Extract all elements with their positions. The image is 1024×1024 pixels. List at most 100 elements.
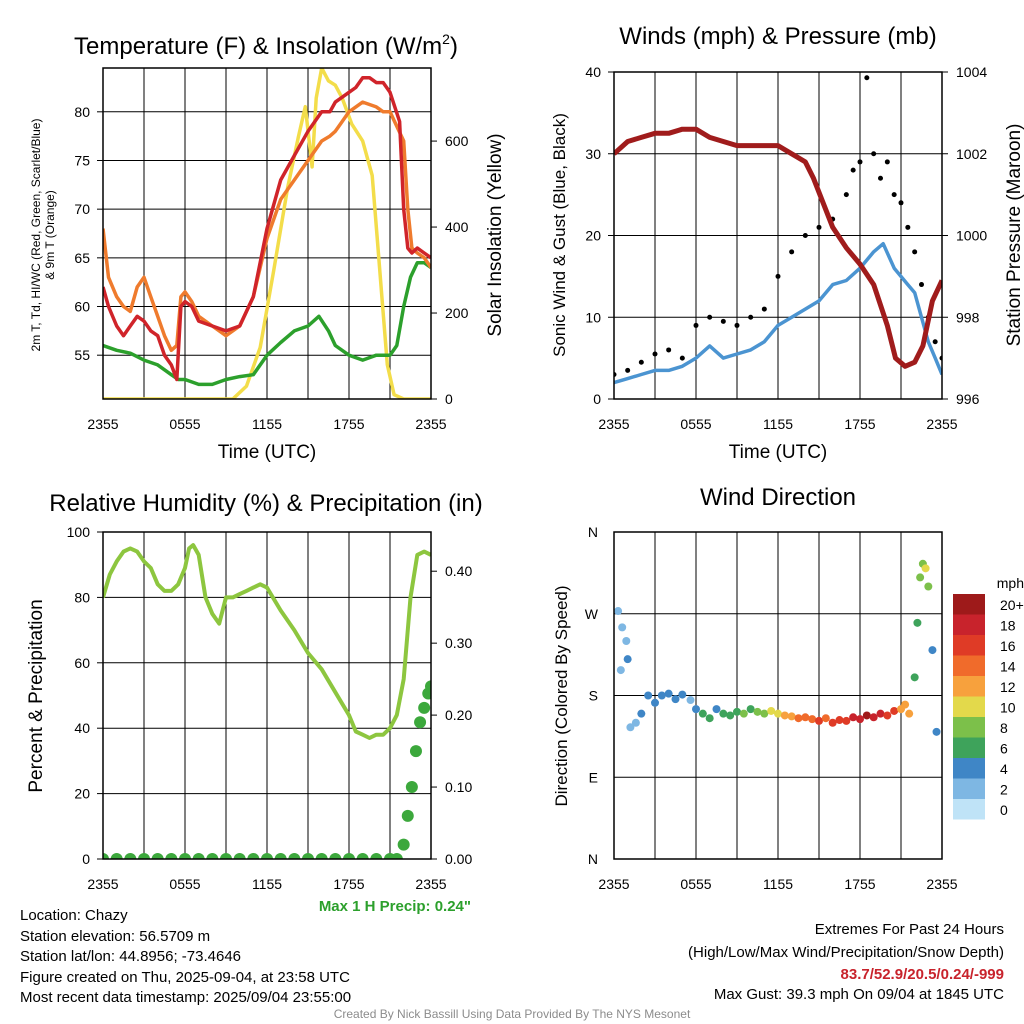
legend-swatch (953, 758, 985, 779)
y-axis-label: Percent & Precipitation (26, 599, 47, 792)
y-tick-label: S (589, 688, 598, 704)
y-tick-label: 20 (74, 786, 90, 802)
precip-point (110, 853, 123, 859)
precip-point (329, 853, 342, 859)
gust-point (878, 175, 883, 181)
y2-tick-label: 1004 (956, 64, 987, 80)
gust-point (816, 224, 822, 230)
wind-direction-point (921, 564, 930, 573)
legend-label: 4 (1000, 761, 1008, 777)
precip-annotation: Max 1 H Precip: 0.24" (319, 898, 471, 915)
legend-swatch (953, 635, 985, 656)
wind-direction-point (890, 706, 899, 715)
latlon-text: Station lat/lon: 44.8956; -73.4646 (20, 948, 242, 965)
gust-point (748, 314, 754, 320)
wind-direction-point (644, 691, 653, 700)
y-axis-label-line2: & 9m T (Orange) (43, 190, 57, 280)
x-tick-label: 2355 (87, 416, 118, 432)
y2-tick-label: 400 (445, 219, 469, 235)
wind-direction-point (794, 714, 803, 723)
y-tick-label: 60 (74, 299, 90, 315)
y-axis-label-line1: 2m T, Td, HI/WC (Red, Green, Scarlet/Blu… (29, 119, 43, 352)
series-line (103, 75, 431, 382)
precip-point (261, 853, 273, 859)
precip-point (233, 853, 246, 859)
precip-point (302, 853, 314, 859)
temperature-insolation-panel: Temperature (F) & Insolation (W/m2) 2355… (29, 31, 506, 463)
series-line (103, 260, 431, 387)
wind-direction-point (821, 714, 830, 723)
pressure-line (614, 126, 942, 369)
wind-direction-point (924, 582, 933, 591)
wind-direction-point (726, 711, 735, 720)
wind-direction-point (671, 695, 680, 704)
extremes-heading: Extremes For Past 24 Hours (814, 921, 1004, 938)
legend-swatch (953, 737, 985, 758)
wind-direction-point (657, 691, 666, 700)
gust-point (761, 306, 767, 312)
x-tick-label: 1155 (252, 876, 282, 892)
wind-direction-point (651, 698, 659, 707)
precip-point (165, 853, 178, 859)
y-tick-label: 0 (82, 851, 90, 867)
x-tick-label: 0555 (169, 876, 200, 892)
gust-point (891, 192, 897, 198)
wind-direction-point (746, 705, 755, 714)
precip-point (220, 853, 232, 859)
wind-direction-point (862, 711, 871, 720)
wind-direction-point (842, 716, 851, 725)
y-tick-label: 55 (74, 347, 90, 363)
series-group (614, 75, 942, 385)
wind-direction-point (910, 673, 919, 682)
precip-point (103, 853, 109, 859)
gust-point (884, 159, 890, 165)
x-tick-label: 0555 (680, 876, 711, 892)
x-tick-label: 1155 (763, 416, 793, 432)
wind-direction-point (753, 707, 762, 716)
gust-point (857, 159, 863, 165)
legend-swatch (953, 655, 985, 676)
chart-title: Temperature (F) & Insolation (W/m2) (74, 31, 458, 60)
y2-tick-label: 1000 (956, 228, 987, 244)
y-tick-label: N (588, 851, 598, 867)
wind-direction-point (901, 700, 910, 709)
rh-line (103, 543, 431, 740)
wind-direction-point (808, 715, 817, 724)
location-text: Location: Chazy (20, 907, 128, 924)
x-tick-label: 2355 (415, 876, 446, 892)
x-tick-label: 1755 (333, 416, 364, 432)
wind-direction-point (631, 718, 640, 727)
y-tick-label: 80 (74, 104, 90, 120)
x-tick-label: 1755 (333, 876, 364, 892)
x-tick-label: 1755 (844, 876, 875, 892)
x-tick-label: 1155 (252, 416, 282, 432)
chart-title: Wind Direction (700, 484, 856, 511)
wind-direction-point (928, 646, 937, 655)
plot-frame (102, 531, 432, 860)
credit-text: Created By Nick Bassill Using Data Provi… (333, 1007, 691, 1021)
wind-direction-point (719, 709, 728, 718)
precip-point (356, 853, 369, 859)
precip-point (138, 853, 150, 859)
plot-frame (102, 67, 432, 400)
gust-point (707, 314, 713, 320)
y-tick-label: 10 (585, 309, 601, 325)
wind-direction-point (618, 623, 627, 632)
precip-point (409, 745, 422, 758)
gust-point (693, 322, 699, 328)
y2-tick-label: 0 (445, 391, 453, 407)
gust-point (789, 249, 795, 255)
max-gust-text: Max Gust: 39.3 mph On 09/04 at 1845 UTC (713, 986, 1004, 1003)
legend-swatch (953, 676, 985, 697)
wind-direction-point (739, 709, 748, 718)
legend-swatch (953, 696, 985, 717)
precip-point (179, 853, 191, 859)
y2-tick-label: 998 (956, 309, 980, 325)
precip-point (206, 853, 219, 859)
wind-direction-point (774, 709, 782, 718)
x-tick-label: 0555 (169, 416, 200, 432)
x-tick-label: 1755 (844, 416, 875, 432)
y-tick-label: 70 (74, 201, 90, 217)
series-group (614, 559, 941, 736)
